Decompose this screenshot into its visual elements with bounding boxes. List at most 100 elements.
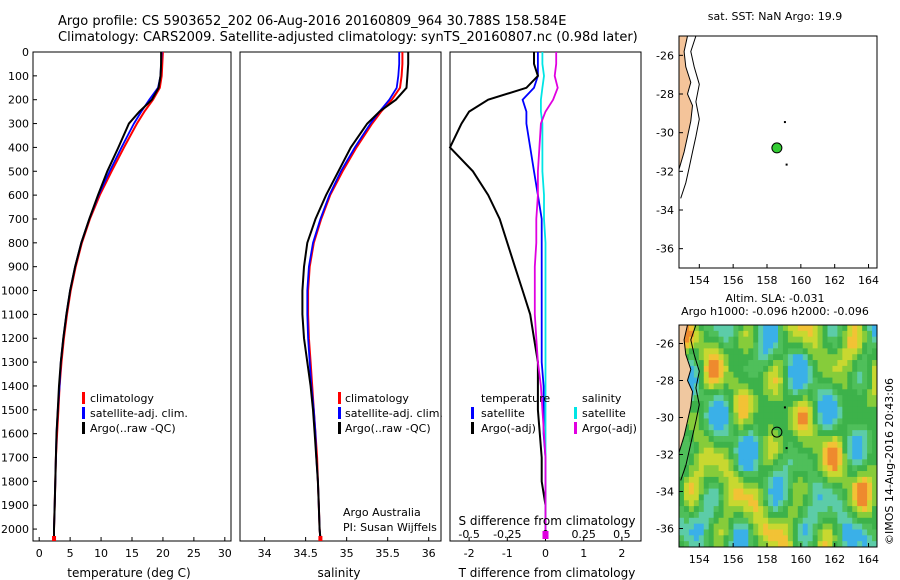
sla-cell (683, 430, 690, 437)
sla-cell (802, 529, 809, 536)
sla-cell (782, 406, 789, 414)
sla-cell (852, 488, 858, 495)
sla-cell (679, 447, 685, 454)
sla-cell (738, 488, 744, 495)
sla-cell (773, 330, 779, 338)
sla-cell (763, 342, 769, 349)
sla-cell (698, 330, 705, 338)
sla-cell (782, 354, 789, 361)
sla-cell (817, 365, 823, 373)
sla-cell (703, 517, 710, 525)
sla-cell (733, 523, 739, 530)
sla-cell (773, 377, 779, 384)
sla-cell (862, 535, 868, 542)
sla-cell (832, 459, 838, 466)
sla-cell (822, 441, 828, 449)
sla-cell (812, 365, 818, 373)
sla-cell (857, 377, 863, 384)
sla-cell (768, 389, 774, 396)
sla-cell (817, 441, 823, 449)
sla-cell (718, 336, 724, 343)
sla-cell (708, 365, 715, 373)
sla-cell (782, 371, 789, 378)
sla-cell (782, 424, 789, 431)
legend-salinity-heading: salinity (582, 392, 622, 405)
sla-cell (802, 330, 809, 338)
sla-cell (693, 500, 700, 507)
sla-cell (817, 371, 823, 378)
y-tick-label: 1900 (1, 499, 29, 512)
sla-cell (713, 371, 719, 378)
sla-cell (817, 471, 823, 478)
y-tick-label: 900 (8, 261, 29, 274)
sla-cell (748, 383, 754, 390)
legend-satellite-sal: satellite (582, 407, 626, 420)
sla-cell (817, 447, 823, 454)
sla-cell (738, 389, 744, 396)
sla-cell (703, 453, 710, 460)
sla-cell (748, 494, 754, 501)
sla-cell (763, 453, 769, 460)
sla-cell (792, 471, 799, 478)
sla-cell (733, 482, 739, 489)
sla-cell (703, 459, 710, 466)
s-tick-label: -0.25 (493, 528, 521, 541)
sla-cell (852, 354, 858, 361)
sla-cell (787, 360, 794, 367)
sla-cell (778, 342, 784, 349)
sla-cell (703, 523, 710, 530)
shelf-contour (680, 36, 700, 199)
sla-cell (708, 360, 715, 367)
sla-cell (773, 436, 779, 443)
sla-cell (782, 535, 789, 542)
sla-cell (743, 365, 749, 373)
sla-cell (708, 430, 715, 437)
sla-cell (792, 330, 799, 338)
sla-cell (792, 400, 799, 408)
sla-cell (748, 348, 754, 355)
sla-cell (817, 511, 823, 519)
sla-cell (708, 471, 715, 478)
sla-cell (748, 535, 754, 542)
sla-cell (802, 377, 809, 384)
x-tick-label: 0 (542, 547, 549, 560)
sla-cell (748, 488, 754, 495)
sla-cell (743, 535, 749, 542)
sla-cell (787, 523, 794, 530)
sla-cell (787, 348, 794, 355)
sla-cell (688, 354, 695, 361)
sla-cell (862, 354, 868, 361)
sla-cell (768, 336, 774, 343)
sla-cell (688, 430, 695, 437)
sla-cell (862, 430, 868, 437)
sla-cell (748, 465, 754, 472)
sla-cell (782, 453, 789, 460)
sla-cell (763, 371, 769, 378)
sla-cell (832, 523, 838, 530)
sla-cell (748, 336, 754, 343)
sla-cell (688, 342, 695, 349)
sla-cell (688, 494, 695, 501)
x-tick-label: 2 (618, 547, 625, 560)
sla-cell (822, 330, 828, 338)
sla-cell (827, 459, 833, 466)
sla-cell (733, 465, 739, 472)
sla-cell (688, 348, 695, 355)
sla-cell (827, 465, 833, 472)
sla-cell (822, 424, 828, 431)
sla-cell (703, 529, 710, 536)
sla-cell (872, 383, 877, 390)
sla-cell (738, 476, 744, 484)
sla-cell (857, 476, 863, 484)
sla-cell (768, 459, 774, 466)
sla-cell (792, 342, 799, 349)
sla-cell (723, 354, 729, 361)
sla-cell (693, 377, 700, 384)
sla-cell (817, 400, 823, 408)
sla-cell (862, 459, 868, 466)
sla-cell (817, 535, 823, 542)
sla-cell (872, 418, 877, 425)
sla-cell (763, 447, 769, 454)
sla-cell (763, 529, 769, 536)
